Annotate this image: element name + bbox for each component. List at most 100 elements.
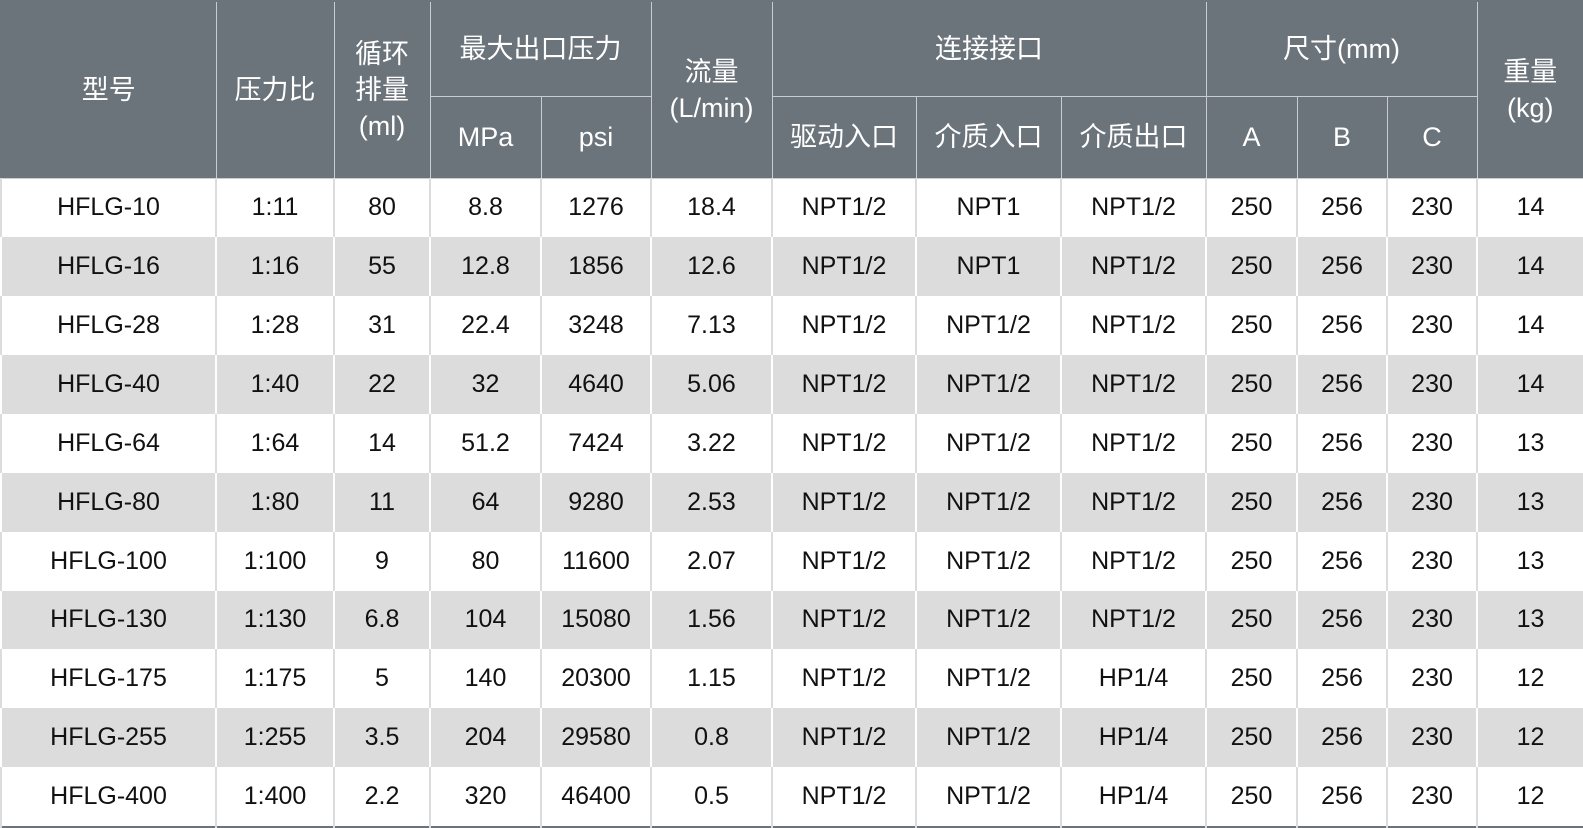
cell-flow: 0.5 <box>650 767 773 827</box>
cell-ratio: 1:255 <box>215 708 335 768</box>
cell-weight: 14 <box>1476 296 1583 356</box>
cell-displacement: 55 <box>333 237 431 297</box>
cell-c: 230 <box>1386 708 1479 768</box>
cell-media-outlet: NPT1/2 <box>1059 590 1208 650</box>
cell-displacement: 5 <box>333 649 431 709</box>
cell-drive-inlet: NPT1/2 <box>771 767 917 827</box>
header-connection: 连接接口 <box>771 0 1207 97</box>
cell-displacement: 14 <box>333 413 431 473</box>
cell-media-outlet: HP1/4 <box>1059 649 1208 709</box>
cell-flow: 12.6 <box>650 237 773 297</box>
cell-media-outlet: NPT1/2 <box>1059 237 1208 297</box>
header-weight: 重量 (kg) <box>1476 0 1583 179</box>
table-row: HFLG-10 1:11 80 8.8 1276 18.4 NPT1/2 NPT1 NPT1/2… <box>0 178 1583 238</box>
cell-c: 230 <box>1386 531 1479 591</box>
header-flow: 流量 (L/min) <box>650 0 773 179</box>
cell-displacement: 9 <box>333 531 431 591</box>
cell-weight: 12 <box>1476 767 1583 827</box>
cell-b: 256 <box>1296 708 1389 768</box>
cell-drive-inlet: NPT1/2 <box>771 708 917 768</box>
cell-weight: 14 <box>1476 237 1583 297</box>
cell-mpa: 12.8 <box>429 237 542 297</box>
cell-mpa: 320 <box>429 767 542 827</box>
cell-psi: 4640 <box>540 355 652 414</box>
cell-ratio: 1:100 <box>215 531 335 591</box>
cell-model: HFLG-400 <box>0 767 217 827</box>
cell-ratio: 1:64 <box>215 413 335 473</box>
cell-media-outlet: NPT1/2 <box>1059 472 1208 532</box>
cell-ratio: 1:40 <box>215 355 335 414</box>
cell-media-outlet: NPT1/2 <box>1059 296 1208 356</box>
header-a: A <box>1205 95 1298 179</box>
cell-drive-inlet: NPT1/2 <box>771 296 917 356</box>
cell-mpa: 204 <box>429 708 542 768</box>
cell-displacement: 3.5 <box>333 708 431 768</box>
header-media-outlet: 介质出口 <box>1060 95 1207 179</box>
cell-a: 250 <box>1205 355 1299 414</box>
cell-a: 250 <box>1205 296 1299 356</box>
cell-weight: 13 <box>1476 590 1583 650</box>
cell-flow: 3.22 <box>650 413 773 473</box>
cell-model: HFLG-10 <box>0 178 217 238</box>
cell-drive-inlet: NPT1/2 <box>771 413 917 473</box>
cell-mpa: 51.2 <box>429 413 542 473</box>
cell-a: 250 <box>1205 472 1299 532</box>
cell-media-inlet: NPT1/2 <box>915 590 1062 650</box>
header-displacement: 循环 排量 (ml) <box>333 0 431 179</box>
cell-weight: 12 <box>1476 649 1583 709</box>
header-dimensions: 尺寸(mm) <box>1205 0 1478 97</box>
header-drive-inlet: 驱动入口 <box>771 95 917 179</box>
cell-psi: 3248 <box>540 296 652 356</box>
cell-b: 256 <box>1296 355 1389 414</box>
cell-model: HFLG-16 <box>0 237 217 297</box>
cell-displacement: 31 <box>333 296 431 356</box>
cell-mpa: 80 <box>429 531 542 591</box>
cell-ratio: 1:175 <box>215 649 335 709</box>
table-row: HFLG-175 1:175 5 140 20300 1.15 NPT1/2 NPT1/2 HP… <box>0 649 1583 709</box>
cell-c: 230 <box>1386 296 1479 356</box>
table-row: HFLG-40 1:40 22 32 4640 5.06 NPT1/2 NPT1/2 NPT1/… <box>0 355 1583 414</box>
cell-c: 230 <box>1386 355 1479 414</box>
cell-a: 250 <box>1205 413 1299 473</box>
cell-media-inlet: NPT1 <box>915 237 1062 297</box>
cell-c: 230 <box>1386 649 1479 709</box>
cell-model: HFLG-255 <box>0 708 217 768</box>
cell-mpa: 22.4 <box>429 296 542 356</box>
cell-mpa: 140 <box>429 649 542 709</box>
cell-drive-inlet: NPT1/2 <box>771 649 917 709</box>
cell-weight: 13 <box>1476 472 1583 532</box>
header-psi: psi <box>540 95 652 179</box>
table-row: HFLG-130 1:130 6.8 104 15080 1.56 NPT1/2 NPT1/2… <box>0 590 1583 650</box>
cell-drive-inlet: NPT1/2 <box>771 355 917 414</box>
cell-c: 230 <box>1386 178 1479 238</box>
cell-mpa: 104 <box>429 590 542 650</box>
cell-psi: 11600 <box>540 531 652 591</box>
cell-mpa: 64 <box>429 472 542 532</box>
cell-ratio: 1:400 <box>215 767 335 827</box>
cell-weight: 13 <box>1476 531 1583 591</box>
cell-media-outlet: NPT1/2 <box>1059 413 1208 473</box>
cell-b: 256 <box>1296 767 1389 827</box>
cell-ratio: 1:80 <box>215 472 335 532</box>
header-mpa: MPa <box>429 95 542 179</box>
cell-media-inlet: NPT1/2 <box>915 708 1062 768</box>
table-row: HFLG-28 1:28 31 22.4 3248 7.13 NPT1/2 NPT1/2 NPT… <box>0 296 1583 356</box>
cell-model: HFLG-100 <box>0 531 217 591</box>
table-row: HFLG-16 1:16 55 12.8 1856 12.6 NPT1/2 NPT1 NPT1/… <box>0 237 1583 297</box>
cell-model: HFLG-40 <box>0 355 217 414</box>
cell-flow: 18.4 <box>650 178 773 238</box>
cell-c: 230 <box>1386 413 1479 473</box>
cell-b: 256 <box>1296 296 1389 356</box>
cell-b: 256 <box>1296 531 1389 591</box>
cell-b: 256 <box>1296 649 1389 709</box>
cell-model: HFLG-175 <box>0 649 217 709</box>
cell-psi: 7424 <box>540 413 652 473</box>
cell-c: 230 <box>1386 767 1479 827</box>
cell-flow: 2.53 <box>650 472 773 532</box>
cell-weight: 14 <box>1476 355 1583 414</box>
header-media-inlet: 介质入口 <box>915 95 1062 179</box>
cell-media-inlet: NPT1/2 <box>915 472 1062 532</box>
cell-media-inlet: NPT1/2 <box>915 649 1062 709</box>
cell-flow: 1.56 <box>650 590 773 650</box>
